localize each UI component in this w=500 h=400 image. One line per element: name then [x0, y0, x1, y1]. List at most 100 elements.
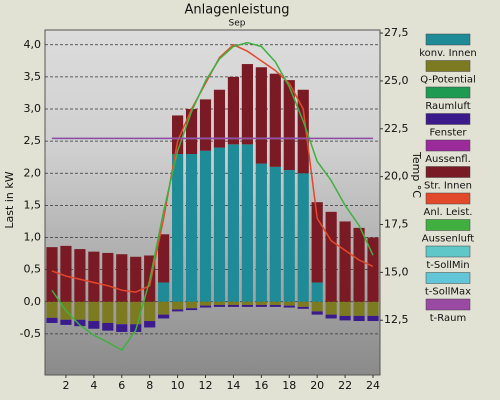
y-tick-label: -0,5 [20, 327, 41, 340]
bar-segment [311, 202, 323, 283]
plot-area [44, 29, 381, 376]
legend-swatch [425, 219, 471, 231]
x-tick-label: 18 [282, 379, 296, 392]
bar-segment [339, 221, 351, 302]
bar-segment [339, 301, 351, 316]
bar-segment [255, 67, 267, 164]
y-tick-label: 1,5 [24, 198, 42, 211]
y2-tick-label: 12,5 [384, 313, 409, 326]
bar-segment [158, 301, 170, 315]
bar-segment [353, 301, 365, 316]
bar-segment [311, 282, 323, 302]
bar-segment [158, 234, 170, 283]
bar-segment [255, 304, 267, 307]
bar-segment [255, 163, 267, 302]
legend-label: t-SollMax [425, 287, 471, 298]
bar-segment [241, 144, 253, 302]
bar-segment [185, 109, 198, 154]
bar-segment [297, 89, 309, 174]
line [51, 41, 374, 352]
bar-segment [297, 173, 309, 302]
bar-segment [74, 319, 86, 327]
bar-segment [185, 153, 198, 302]
bar-segment [185, 308, 198, 311]
bar-segment [311, 311, 323, 315]
y-tick-label: 0,0 [24, 295, 42, 308]
x-tick-label: 4 [90, 379, 97, 392]
y2-tick-label: 27,5 [384, 26, 409, 39]
bar-segment [353, 315, 365, 322]
x-tick-label: 6 [118, 379, 125, 392]
bar-segment [116, 301, 128, 325]
bar-segment [172, 153, 184, 302]
bar-segment [311, 301, 323, 312]
bar-segment [158, 314, 170, 319]
bar-segment [88, 301, 100, 322]
bar-segment [283, 301, 295, 306]
bar-segment [116, 324, 128, 332]
y2-tick-label: 25,0 [384, 74, 409, 87]
legend-swatch [425, 166, 471, 178]
x-tick-label: 10 [171, 379, 185, 392]
y2-tick-label: 20,0 [384, 170, 409, 183]
bar-segment [367, 315, 379, 322]
legend-label: Str. Innen [424, 181, 472, 192]
bar-segment [213, 147, 226, 302]
bar-segment [158, 282, 170, 302]
legend-swatch [425, 33, 471, 46]
bar-segment [46, 247, 58, 302]
bar-segment [269, 73, 281, 167]
bar-segment [172, 309, 184, 312]
bar-segment [241, 64, 253, 145]
y-tick-label: 3,0 [24, 102, 42, 115]
bar-segment [283, 80, 295, 171]
legend-swatch [425, 245, 471, 258]
bar-segment [241, 301, 253, 305]
x-tick-label: 2 [62, 379, 69, 392]
bar-segment [353, 227, 365, 302]
bar-segment [227, 304, 240, 307]
y-tick-label: 2,0 [24, 166, 42, 179]
bar-segment [367, 301, 379, 316]
bar-segment [130, 301, 142, 325]
x-tick-label: 8 [146, 379, 153, 392]
bar-segment [213, 89, 226, 148]
bar-segment [88, 251, 100, 302]
bar-segment [325, 314, 337, 319]
legend-swatch [425, 192, 471, 205]
bar-segment [88, 321, 100, 329]
bar-segment [102, 301, 114, 323]
bar-segment [283, 305, 295, 308]
bar-segment [102, 322, 114, 331]
y-tick-label: 2,5 [24, 134, 42, 147]
legend-swatch [425, 272, 471, 284]
y-tick-label: 4,0 [24, 38, 42, 51]
y-axis-label: Last in kW [3, 171, 16, 228]
bar-segment [199, 305, 212, 308]
bar-segment [241, 304, 253, 307]
bar-segment [116, 254, 128, 302]
legend-swatch [425, 113, 471, 125]
bar-segment [74, 301, 86, 320]
legend-label: Anl. Leist. [424, 207, 473, 218]
bar-segment [60, 319, 72, 325]
x-tick-label: 12 [199, 379, 213, 392]
legend-label: Raumluft [425, 101, 470, 112]
bar-segment [297, 301, 309, 307]
bar-segment [199, 301, 212, 306]
bar-segment [213, 304, 226, 307]
bar-segment [367, 237, 379, 302]
legend-label: Aussenfl. [425, 154, 471, 165]
bar-segment [269, 304, 281, 307]
bar-segment [172, 301, 184, 310]
legend-label: Fenster [429, 128, 467, 139]
chart-title: Anlagenleistung [184, 3, 289, 18]
bar-segment [185, 301, 198, 309]
y-tick-label: 1,0 [24, 231, 42, 244]
bar-segment [325, 301, 337, 315]
y2-tick-label: 22,5 [384, 122, 409, 135]
bar-segment [199, 99, 212, 151]
bar-segment [172, 115, 184, 154]
bar-segment [130, 256, 142, 302]
